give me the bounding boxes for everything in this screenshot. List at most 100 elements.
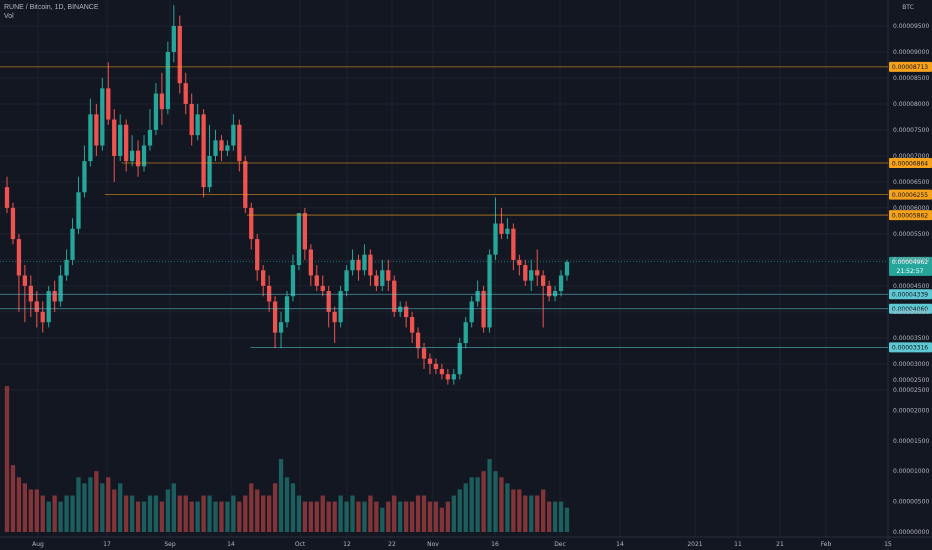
candle-body [463,322,468,344]
time-tick-label: Oct [295,541,306,548]
volume-bar [505,483,510,532]
volume-bar [439,507,445,532]
last-price-label: 0.00004962 [892,259,928,266]
volume-bar [219,501,224,532]
level-price-label: 0.00004060 [892,306,928,313]
candle-body [237,124,242,162]
candle-body [278,322,284,333]
candle-body [308,249,313,276]
candle-body [249,207,254,240]
volume-bar [386,501,391,532]
candle-body [374,275,379,286]
level-price-tag [889,61,932,72]
candle-body [135,150,141,167]
volume-bar [70,495,75,532]
candle-body [40,311,45,323]
candle-body [552,291,558,297]
candle-body [493,223,498,255]
candle-body [112,119,117,156]
volume-bar [88,477,93,532]
volume-bar [546,501,552,532]
volume-bar [356,501,361,532]
time-tick-label: 15 [884,541,892,548]
volume-bar [231,495,236,532]
candle-body [100,88,105,146]
candle-body [64,259,69,276]
volume-bar [272,483,278,532]
volume-bar [404,501,409,532]
volume-bar [457,489,462,532]
candle-body [362,254,367,271]
volume-bar [362,501,367,532]
volume-bar [183,495,188,532]
price-tick-label: 0.00007500 [893,127,929,134]
volume-bar [22,483,28,532]
volume-bar [34,489,39,532]
candle-body [16,239,22,276]
price-tick-label: 0.00002500 [893,387,929,394]
volume-tick-label: 0.00001000 [893,468,929,475]
volume-bar [249,483,254,532]
candle-body [159,93,165,110]
candle-body [427,358,433,364]
volume-bar [171,483,176,532]
candle-body [320,285,325,292]
candle-body [255,239,260,271]
candle-body [433,363,439,370]
volume-bar [100,483,105,532]
candle-body [183,83,188,104]
level-price-tag [889,342,932,353]
candle-body [421,348,427,359]
candle-body [225,145,230,151]
time-tick-label: 22 [388,541,396,548]
volume-bar [10,465,16,532]
volume-bar [499,477,504,532]
candle-body [314,275,319,286]
price-tick-label: 0.00005500 [893,231,929,238]
candle-body [141,145,147,167]
volume-bar [94,471,99,532]
volume-bar [552,501,558,532]
volume-bar [177,495,182,532]
price-tick-label: 0.00009000 [893,49,929,56]
candle-body [94,114,99,146]
volume-bar [326,501,331,532]
volume-bar [529,495,534,532]
time-tick-label: 16 [491,541,499,548]
volume-bar [261,495,266,532]
volume-bar [290,483,296,532]
volume-tick-label: 0.00002500 [893,377,929,384]
candle-body [290,265,296,297]
volume-bar [535,495,540,532]
price-tick-label: 0.00003500 [893,335,929,342]
price-tick-label: 0.00008000 [893,101,929,108]
volume-bar [344,501,349,532]
chart-header: RUNE / Bitcoin, 1D, BINANCE Vol [4,3,99,21]
candle-body [386,270,391,281]
time-tick-label: 17 [103,541,111,548]
volume-bar [314,501,319,532]
volume-bar [475,477,480,532]
candle-body [70,228,75,260]
volume-bar [380,507,385,532]
volume-bar [558,501,564,532]
level-price-tag [889,303,932,314]
candle-body [541,275,546,286]
level-price-tag [889,289,932,300]
volume-bar [40,495,45,532]
volume-bar [421,495,427,532]
candle-body [404,306,409,318]
countdown-label: 21:52:57 [897,268,924,275]
volume-bar [451,495,456,532]
candle-body [10,207,16,240]
volume-bar [112,489,117,532]
candle-body [392,280,397,312]
volume-bar [225,501,230,532]
candle-body [4,187,10,208]
candle-body [415,332,421,349]
volume-tick-label: 0.00000000 [893,529,929,536]
volume-bar [564,507,570,532]
price-tick-label: 0.00006000 [893,205,929,212]
candle-body [296,213,302,266]
